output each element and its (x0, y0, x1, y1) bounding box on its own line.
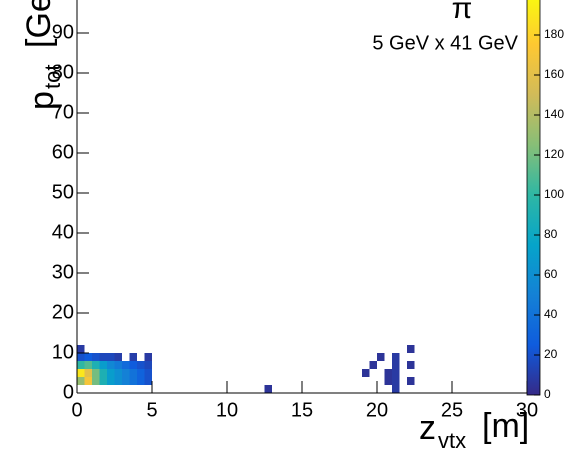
heatmap-cell (122, 369, 130, 377)
y-tick-label: 70 (52, 101, 74, 123)
heatmap-cell (77, 345, 85, 353)
x-title-sub: vtx (438, 428, 466, 453)
colorbar-tick-label: 120 (544, 147, 564, 161)
colorbar-tick-label: 0 (544, 387, 551, 401)
heatmap-cell (92, 377, 100, 385)
heatmap-cell (144, 353, 152, 361)
x-tick-label: 0 (71, 399, 82, 421)
heatmap-cell (129, 377, 137, 385)
x-tick-label: 25 (441, 399, 463, 421)
y-tick-label: 20 (52, 301, 74, 323)
heatmap-cell (264, 385, 272, 393)
heatmap-cell (122, 377, 130, 385)
colorbar (526, 0, 541, 396)
y-tick-label: 0 (63, 381, 74, 403)
colorbar-tick-label: 140 (544, 107, 564, 121)
colorbar-tick-label: 60 (544, 267, 558, 281)
y-tick-label: 90 (52, 21, 74, 43)
heatmap-cell (77, 369, 85, 377)
heatmap-cell (407, 361, 415, 369)
x-tick-label: 20 (366, 399, 388, 421)
heatmap-cell (384, 369, 392, 377)
y-tick-label: 50 (52, 181, 74, 203)
heatmap-cell (77, 377, 85, 385)
heatmap-cell (92, 353, 100, 361)
heatmap-cell (114, 361, 122, 369)
y-title-main: p (23, 91, 61, 110)
heatmap-cell (84, 377, 92, 385)
x-tick-label: 10 (216, 399, 238, 421)
x-title-unit: [m] (482, 407, 529, 445)
heatmap-cell (144, 361, 152, 369)
heatmap-cell (122, 361, 130, 369)
heatmap-cell (92, 361, 100, 369)
colorbar-tick-label: 160 (544, 67, 564, 81)
heatmap-cell (77, 353, 85, 361)
heatmap-cell (137, 361, 145, 369)
heatmap-cell (392, 377, 400, 385)
colorbar-tick-label: 200 (544, 0, 564, 1)
heatmap-cell (84, 353, 92, 361)
colorbar-tick-label: 80 (544, 227, 558, 241)
y-tick-label: 40 (52, 221, 74, 243)
heatmap-cell (362, 369, 370, 377)
heatmap-cell (377, 353, 385, 361)
heatmap-cell (137, 377, 145, 385)
heatmap-cell (99, 369, 107, 377)
heatmap-cell (107, 353, 115, 361)
y-axis-title: p tot [GeV] (20, 0, 65, 110)
x-tick-label: 5 (146, 399, 157, 421)
colorbar-tick-label: 180 (544, 27, 564, 41)
heatmap-cell (92, 369, 100, 377)
heatmap-cell (392, 353, 400, 361)
heatmap-cell (129, 353, 137, 361)
colorbar-tick-label: 20 (544, 347, 558, 361)
y-title-sub: tot (40, 65, 65, 89)
heatmap-cell (369, 361, 377, 369)
y-tick-label: 60 (52, 141, 74, 163)
x-title-main: z (419, 409, 436, 447)
heatmap-cell (114, 353, 122, 361)
y-tick-label: 30 (52, 261, 74, 283)
y-title-unit: [GeV] (20, 0, 58, 48)
heatmap-cell (392, 361, 400, 369)
colorbar-tick-label: 40 (544, 307, 558, 321)
heatmap-cell (144, 377, 152, 385)
heatmap-cell (392, 385, 400, 393)
heatmap-cell (114, 369, 122, 377)
heatmap-cell (84, 361, 92, 369)
heatmap-cell (99, 353, 107, 361)
colorbar-tick-label: 100 (544, 187, 564, 201)
heatmap-cell (129, 361, 137, 369)
x-tick-label: 30 (516, 399, 538, 421)
heatmap-cell (107, 361, 115, 369)
heatmap-cell (392, 369, 400, 377)
heatmap-cell (114, 377, 122, 385)
y-tick-label: 80 (52, 61, 74, 83)
heatmap-cell (407, 345, 415, 353)
heatmap-cell (384, 377, 392, 385)
y-tick-label: 100 (41, 0, 74, 3)
y-tick-label: 10 (52, 341, 74, 363)
chart-subtitle: 5 GeV x 41 GeV (372, 32, 518, 54)
heatmap-cell (77, 361, 85, 369)
heatmap-cell (144, 369, 152, 377)
heatmap-cell (84, 369, 92, 377)
heatmap-cell (107, 377, 115, 385)
heatmap-cell (129, 369, 137, 377)
chart-title: π (452, 0, 473, 25)
heatmap-cell (99, 377, 107, 385)
heatmap-cell (407, 377, 415, 385)
heatmap-cell (107, 369, 115, 377)
heatmap-cell (137, 369, 145, 377)
x-tick-label: 15 (291, 399, 313, 421)
heatmap-cell (99, 361, 107, 369)
